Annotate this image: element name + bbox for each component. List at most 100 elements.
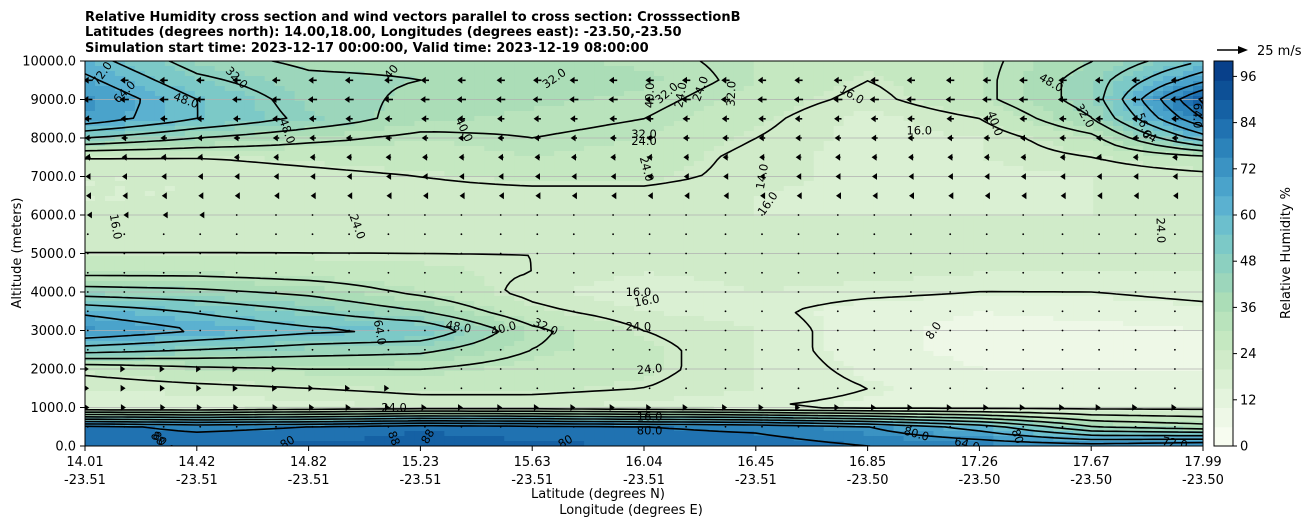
rh-cell (514, 146, 525, 152)
rh-cell (953, 216, 965, 222)
rh-cell (644, 246, 655, 252)
rh-cell (703, 241, 715, 247)
rh-cell (1133, 171, 1144, 177)
rh-cell (723, 156, 735, 162)
rh-cell (843, 166, 855, 172)
rh-cell (1183, 186, 1194, 192)
rh-cell (683, 206, 695, 212)
rh-cell (644, 256, 655, 262)
rh-cell (823, 271, 835, 277)
rh-cell (194, 81, 206, 87)
rh-cell (1183, 216, 1194, 222)
rh-cell (1033, 106, 1044, 112)
rh-cell (1103, 236, 1114, 242)
rh-cell (334, 156, 346, 162)
rh-cell (973, 156, 984, 162)
rh-cell (913, 256, 925, 262)
rh-cell (374, 86, 386, 92)
rh-cell (953, 116, 965, 122)
rh-cell (783, 126, 795, 132)
rh-cell (1083, 96, 1094, 102)
rh-cell (154, 171, 166, 177)
rh-cell (843, 261, 855, 267)
rh-cell (434, 191, 445, 197)
rh-cell (634, 201, 645, 207)
rh-cell (554, 266, 565, 272)
rh-cell (634, 101, 645, 107)
rh-cell (1173, 181, 1184, 187)
rh-cell (703, 96, 715, 102)
rh-cell (494, 196, 505, 202)
rh-cell (264, 131, 276, 137)
rh-cell (404, 126, 416, 132)
rh-cell (294, 81, 306, 87)
rh-cell (1043, 266, 1054, 272)
rh-cell (304, 196, 316, 202)
rh-cell (614, 111, 625, 117)
rh-cell (963, 111, 975, 117)
rh-cell (494, 151, 505, 157)
rh-cell (464, 241, 475, 247)
rh-cell (1123, 261, 1134, 267)
rh-cell (274, 71, 286, 77)
rh-cell (414, 116, 425, 122)
rh-cell (514, 271, 525, 277)
rh-cell (424, 66, 435, 72)
rh-cell (983, 241, 994, 247)
rh-cell (394, 66, 406, 72)
rh-cell (873, 191, 885, 197)
rh-cell (85, 161, 96, 167)
rh-cell (474, 126, 485, 132)
rh-cell (853, 246, 865, 252)
rh-cell (474, 261, 485, 267)
rh-cell (1163, 266, 1174, 272)
rh-cell (324, 86, 336, 92)
rh-cell (743, 106, 755, 112)
rh-cell (254, 231, 266, 237)
rh-cell (314, 171, 326, 177)
rh-cell (983, 61, 994, 67)
rh-cell (264, 216, 276, 222)
rh-cell (374, 126, 386, 132)
rh-cell (574, 216, 585, 222)
rh-cell (1173, 76, 1184, 82)
rh-cell (963, 96, 975, 102)
rh-cell (224, 121, 236, 127)
rh-cell (364, 266, 376, 272)
rh-cell (264, 86, 276, 92)
rh-cell (204, 71, 216, 77)
rh-cell (1073, 166, 1084, 172)
rh-cell (124, 166, 136, 172)
rh-cell (194, 106, 206, 112)
rh-cell (284, 61, 296, 67)
rh-cell (983, 201, 994, 207)
rh-cell (753, 146, 765, 152)
rh-cell (943, 101, 955, 107)
rh-cell (1183, 271, 1194, 277)
rh-cell (1143, 151, 1154, 157)
rh-cell (853, 116, 865, 122)
rh-cell (534, 261, 545, 267)
rh-cell (514, 126, 525, 132)
rh-cell (903, 266, 915, 272)
rh-cell (1063, 86, 1074, 92)
rh-cell (564, 66, 575, 72)
rh-cell (124, 151, 136, 157)
rh-cell (304, 121, 316, 127)
rh-cell (244, 196, 256, 202)
rh-cell (324, 231, 336, 237)
rh-cell (893, 221, 905, 227)
rh-cell (933, 226, 945, 232)
rh-cell (574, 206, 585, 212)
rh-cell (693, 66, 705, 72)
rh-cell (364, 121, 376, 127)
rh-cell (903, 101, 915, 107)
rh-cell (494, 241, 505, 247)
rh-cell (584, 266, 595, 272)
rh-cell (234, 71, 246, 77)
rh-cell (184, 141, 196, 147)
rh-cell (783, 211, 795, 217)
rh-cell (544, 156, 555, 162)
rh-cell (763, 126, 775, 132)
rh-cell (1083, 121, 1094, 127)
